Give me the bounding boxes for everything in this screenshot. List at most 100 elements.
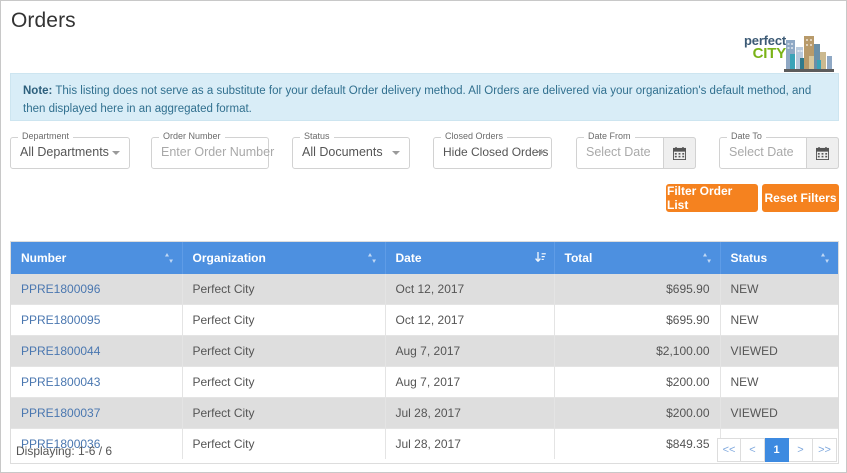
- table-header-row: Number Organization Date: [11, 242, 838, 274]
- cell-organization: Perfect City: [182, 304, 386, 336]
- cell-number[interactable]: PPRE1800044: [11, 335, 183, 367]
- column-label-number: Number: [21, 251, 67, 265]
- closed-orders-filter[interactable]: Closed Orders Hide Closed Orders: [433, 131, 552, 169]
- calendar-icon: [816, 146, 829, 160]
- cell-organization: Perfect City: [182, 366, 386, 398]
- chevron-down-icon[interactable]: [392, 151, 400, 155]
- table-row[interactable]: PPRE1800096 Perfect City Oct 12, 2017 $6…: [11, 274, 838, 305]
- logo-wordmark: perfect CITY: [730, 34, 786, 61]
- chevron-down-icon[interactable]: [537, 151, 545, 155]
- cell-total: $695.90: [554, 304, 721, 336]
- date-from-calendar-button[interactable]: [663, 137, 696, 169]
- column-label-status: Status: [730, 251, 768, 265]
- department-label: Department: [18, 131, 74, 141]
- cell-total: $200.00: [554, 397, 721, 429]
- cell-status: VIEWED: [720, 335, 838, 367]
- logo-line-2: CITY: [752, 45, 787, 62]
- column-header-number[interactable]: Number: [11, 242, 183, 274]
- sort-descending-icon[interactable]: [534, 252, 546, 264]
- department-filter[interactable]: Department All Departments: [10, 131, 130, 169]
- city-skyline-icon: [784, 36, 834, 72]
- department-value: All Departments: [20, 145, 109, 159]
- cell-organization: Perfect City: [182, 428, 386, 459]
- cell-status: NEW: [720, 274, 838, 305]
- sort-icon[interactable]: [367, 252, 377, 264]
- cell-date: Jul 28, 2017: [385, 397, 555, 429]
- chevron-down-icon[interactable]: [112, 151, 120, 155]
- cell-total: $849.35: [554, 428, 721, 459]
- cell-number[interactable]: PPRE1800096: [11, 274, 183, 305]
- closed-orders-label: Closed Orders: [441, 131, 508, 141]
- date-to-input[interactable]: Select Date: [729, 145, 794, 159]
- orders-table-element: Number Organization Date: [11, 242, 838, 459]
- column-label-organization: Organization: [192, 251, 266, 265]
- next-page-button[interactable]: >: [789, 438, 813, 462]
- status-value: All Documents: [302, 145, 383, 159]
- cell-date: Jul 28, 2017: [385, 428, 555, 459]
- date-to-calendar-button[interactable]: [806, 137, 839, 169]
- cell-date: Oct 12, 2017: [385, 274, 555, 305]
- order-number-label: Order Number: [159, 131, 225, 141]
- cell-date: Aug 7, 2017: [385, 335, 555, 367]
- table-body: PPRE1800096 Perfect City Oct 12, 2017 $6…: [11, 274, 838, 459]
- cell-number[interactable]: PPRE1800036: [11, 428, 183, 459]
- cell-number[interactable]: PPRE1800043: [11, 366, 183, 398]
- cell-status: NEW: [720, 366, 838, 398]
- first-page-button[interactable]: <<: [717, 438, 741, 462]
- cell-organization: Perfect City: [182, 397, 386, 429]
- pagination: << < 1 > >>: [717, 438, 837, 462]
- last-page-button[interactable]: >>: [813, 438, 837, 462]
- status-label: Status: [300, 131, 334, 141]
- status-filter[interactable]: Status All Documents: [292, 131, 410, 169]
- column-header-date[interactable]: Date: [385, 242, 555, 274]
- brand-logo: perfect CITY: [730, 32, 834, 74]
- page-1-button[interactable]: 1: [765, 438, 789, 462]
- note-label: Note:: [23, 85, 53, 97]
- cell-organization: Perfect City: [182, 335, 386, 367]
- info-note: Note: This listing does not serve as a s…: [10, 73, 839, 121]
- date-to-filter[interactable]: Date To Select Date: [719, 131, 839, 169]
- column-header-total[interactable]: Total: [554, 242, 721, 274]
- logo-line-1: perfect: [744, 33, 786, 48]
- order-number-filter[interactable]: Order Number Enter Order Number: [151, 131, 274, 169]
- page-title: Orders: [11, 9, 76, 32]
- calendar-icon: [673, 146, 686, 160]
- cell-total: $2,100.00: [554, 335, 721, 367]
- column-label-date: Date: [395, 251, 422, 265]
- cell-status: NEW: [720, 304, 838, 336]
- cell-organization: Perfect City: [182, 274, 386, 305]
- table-footer: Displaying: 1-6 / 6 << < 1 > >>: [10, 438, 839, 466]
- previous-page-button[interactable]: <: [741, 438, 765, 462]
- date-to-label: Date To: [727, 131, 766, 141]
- reset-filters-button[interactable]: Reset Filters: [762, 184, 839, 212]
- table-row[interactable]: PPRE1800095 Perfect City Oct 12, 2017 $6…: [11, 304, 838, 336]
- filter-order-list-button[interactable]: Filter Order List: [666, 184, 758, 212]
- displaying-count: Displaying: 1-6 / 6: [16, 444, 113, 458]
- cell-date: Oct 12, 2017: [385, 304, 555, 336]
- table-row[interactable]: PPRE1800043 Perfect City Aug 7, 2017 $20…: [11, 366, 838, 398]
- table-row[interactable]: PPRE1800037 Perfect City Jul 28, 2017 $2…: [11, 397, 838, 429]
- date-from-input[interactable]: Select Date: [586, 145, 651, 159]
- cell-date: Aug 7, 2017: [385, 366, 555, 398]
- filter-bar: Department All Departments Order Number …: [1, 131, 846, 181]
- order-number-input[interactable]: Enter Order Number: [161, 145, 275, 159]
- sort-icon[interactable]: [702, 252, 712, 264]
- cell-total: $200.00: [554, 366, 721, 398]
- date-from-filter[interactable]: Date From Select Date: [576, 131, 696, 169]
- column-header-status[interactable]: Status: [720, 242, 838, 274]
- cell-total: $695.90: [554, 274, 721, 305]
- table-row[interactable]: PPRE1800044 Perfect City Aug 7, 2017 $2,…: [11, 335, 838, 367]
- orders-table: Number Organization Date: [10, 241, 839, 464]
- note-text: This listing does not serve as a substit…: [23, 85, 812, 115]
- column-header-organization[interactable]: Organization: [182, 242, 386, 274]
- cell-number[interactable]: PPRE1800037: [11, 397, 183, 429]
- closed-orders-value: Hide Closed Orders: [443, 145, 549, 159]
- sort-icon[interactable]: [164, 252, 174, 264]
- column-label-total: Total: [564, 251, 593, 265]
- cell-number[interactable]: PPRE1800095: [11, 304, 183, 336]
- table-head: Number Organization Date: [11, 242, 838, 274]
- sort-icon[interactable]: [820, 252, 830, 264]
- table-row[interactable]: PPRE1800036 Perfect City Jul 28, 2017 $8…: [11, 428, 838, 459]
- cell-status: VIEWED: [720, 397, 838, 429]
